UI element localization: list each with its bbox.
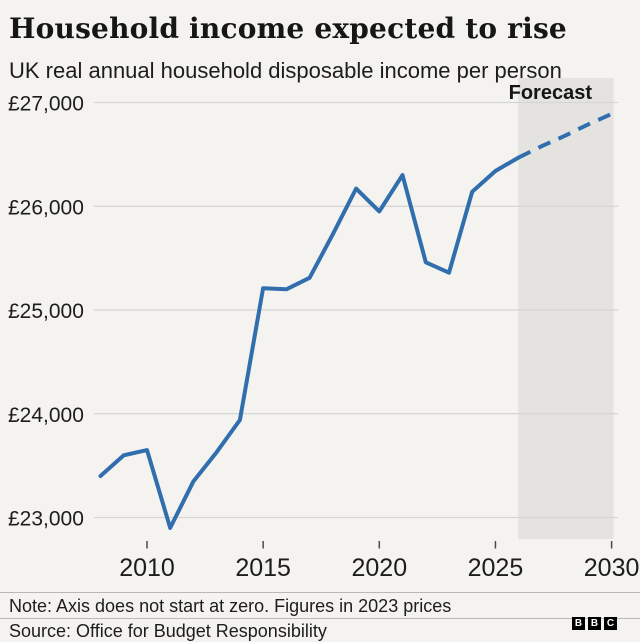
chart-source: Source: Office for Budget Responsibility: [9, 621, 327, 641]
y-axis-label-26000: £26,000: [8, 196, 84, 219]
y-axis-label-27000: £27,000: [8, 93, 84, 116]
actual-line: [98, 155, 521, 530]
bbc-logo: B B C: [572, 617, 617, 630]
x-axis-label-2010: 2010: [119, 554, 175, 582]
x-axis-label-2030: 2030: [584, 554, 640, 582]
y-axis-label-24000: £24,000: [8, 404, 84, 427]
forecast-label: Forecast: [509, 82, 593, 104]
y-axis-label-25000: £25,000: [8, 300, 84, 323]
footer-divider-top: [0, 592, 640, 593]
y-axis-label-23000: £23,000: [8, 508, 84, 531]
forecast-line: [517, 112, 613, 160]
x-axis-label-2020: 2020: [351, 554, 407, 582]
chart-subtitle: UK real annual household disposable inco…: [9, 58, 562, 83]
x-axis-label-2015: 2015: [235, 554, 291, 582]
footer-divider-mid: [0, 618, 640, 619]
chart-area: £27,000 £26,000 £25,000 £24,000 £23,000 2010 2…: [0, 75, 640, 585]
forecast-band: [518, 78, 614, 539]
bbc-logo-block-b1: B: [572, 617, 585, 630]
x-axis-label-2025: 2025: [468, 554, 524, 582]
bbc-logo-block-c: C: [604, 617, 617, 630]
chart-note: Note: Axis does not start at zero. Figur…: [9, 596, 452, 616]
income-line-chart: £27,000 £26,000 £25,000 £24,000 £23,000 2010 2…: [8, 78, 640, 582]
bbc-logo-block-b2: B: [588, 617, 601, 630]
page-title: Household income expected to rise: [9, 12, 567, 45]
